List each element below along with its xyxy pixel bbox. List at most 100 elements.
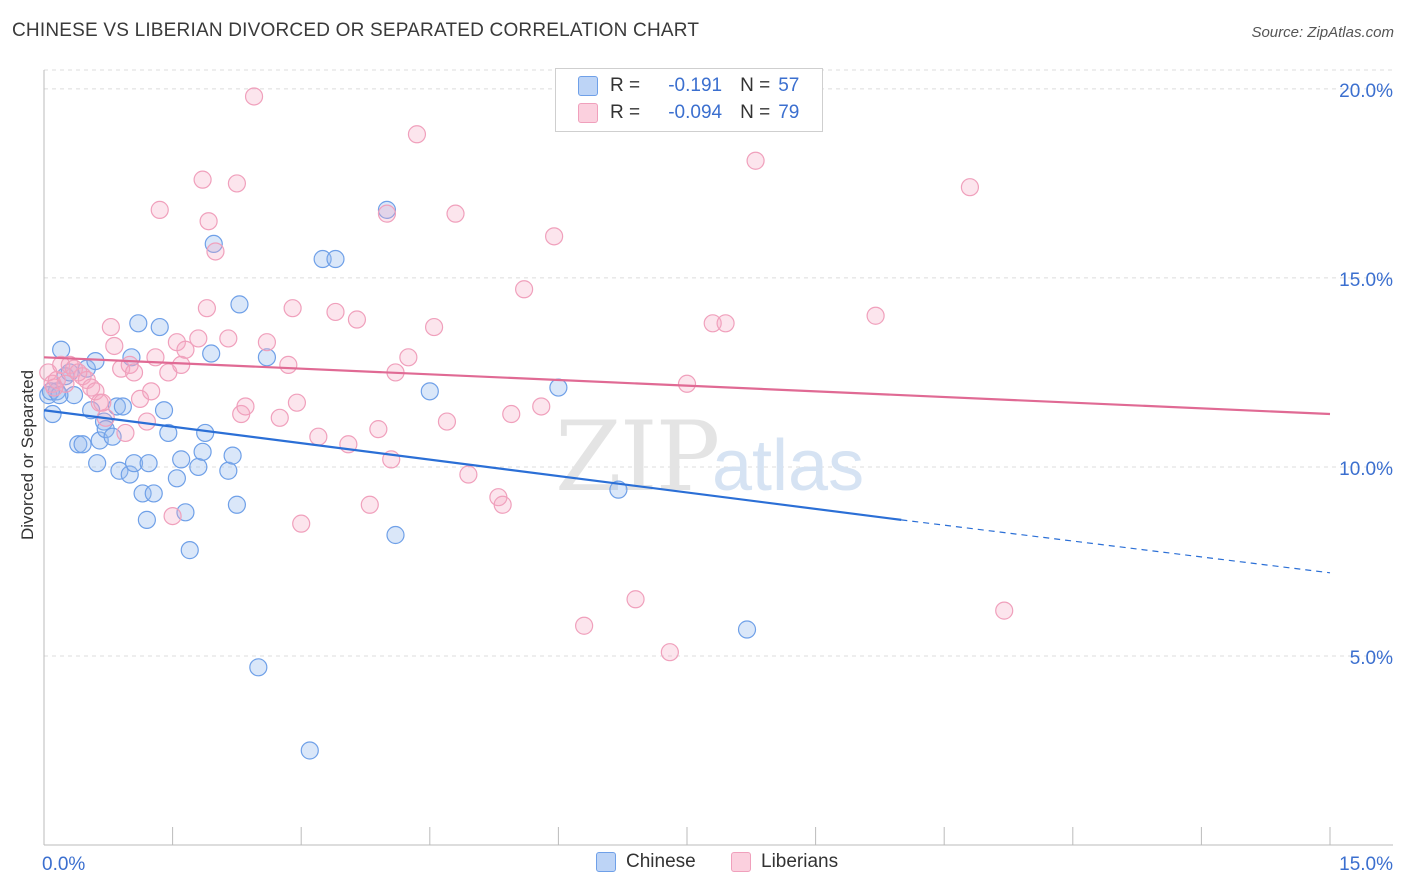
data-point [309, 427, 328, 446]
data-point [189, 457, 208, 477]
data-point [101, 317, 120, 337]
data-point [113, 397, 132, 416]
data-point [737, 620, 757, 639]
legend-label-liberians: Liberians [761, 851, 839, 872]
data-point [230, 295, 249, 314]
data-point [407, 125, 427, 144]
y-tick-label: 10.0% [1339, 459, 1393, 480]
legend-row-liberians: R = -0.094 N = 79 [578, 100, 799, 126]
legend-swatch-chinese [578, 76, 598, 96]
data-point [313, 249, 332, 269]
watermark-atlas: atlas [712, 426, 864, 506]
source-note: Source: ZipAtlas.com [1251, 24, 1394, 41]
data-point [219, 461, 238, 480]
data-point [446, 204, 465, 223]
data-point [172, 450, 191, 469]
data-point [144, 484, 163, 503]
data-point [193, 170, 212, 189]
data-point [960, 178, 980, 197]
legend-r-value: -0.094 [668, 102, 723, 123]
data-point [360, 495, 379, 514]
data-point [459, 465, 478, 484]
trend-lines [43, 356, 1331, 574]
data-point [73, 435, 92, 454]
data-point [609, 480, 628, 499]
legend-r-label: R = [610, 75, 641, 96]
data-point [86, 351, 105, 371]
data-point [88, 454, 107, 473]
data-point [249, 658, 268, 677]
y-tick-label: 5.0% [1350, 648, 1393, 669]
legend-n-value: 57 [778, 75, 800, 96]
data-point [399, 348, 418, 367]
legend-r-label: R = [610, 102, 641, 123]
data-point [223, 446, 242, 465]
data-point [142, 382, 161, 401]
stats-legend: R = -0.191 N = 57 R = -0.094 N = 79 [555, 68, 823, 132]
data-point [532, 397, 551, 416]
data-point [347, 310, 367, 329]
data-point [219, 329, 238, 348]
data-point [549, 378, 568, 397]
data-point [107, 397, 126, 416]
legend-n-label: N = [740, 75, 771, 96]
data-point [369, 420, 388, 439]
watermark-zip: ZIP [555, 401, 718, 513]
data-point [227, 174, 246, 193]
x-tick-label: 15.0% [1339, 854, 1393, 875]
data-point [193, 442, 212, 461]
data-point [167, 469, 186, 488]
series-legend: Chinese Liberians [0, 851, 1406, 877]
trend-line [43, 409, 902, 521]
data-point [292, 514, 311, 533]
axes [43, 70, 1393, 846]
data-point [137, 510, 156, 529]
data-point [377, 204, 397, 223]
data-point [866, 306, 885, 325]
data-point [703, 314, 722, 333]
legend-n-value: 79 [778, 102, 800, 123]
data-point [154, 401, 174, 420]
data-point [199, 212, 218, 231]
data-point [270, 408, 289, 427]
data-point [139, 454, 158, 473]
grid-lines [44, 69, 1393, 657]
data-point [69, 363, 88, 382]
legend-swatch-liberians [578, 103, 598, 123]
data-point [206, 242, 225, 261]
data-point [69, 435, 88, 454]
legend-swatch-liberians [731, 852, 751, 872]
data-point [257, 348, 277, 367]
data-point [129, 314, 148, 333]
data-point [326, 249, 345, 269]
legend-row-chinese: R = -0.191 N = 57 [578, 73, 799, 99]
data-point [437, 412, 457, 431]
legend-n-label: N = [740, 102, 771, 123]
trend-line [43, 356, 1331, 416]
data-point [326, 302, 345, 322]
data-point [86, 382, 105, 401]
data-point [236, 397, 255, 416]
x-tick-label: 0.0% [42, 854, 85, 875]
data-point [257, 333, 277, 352]
data-point [420, 382, 439, 401]
legend-item-liberians: Liberians [731, 851, 838, 873]
data-point [150, 200, 169, 219]
data-point [159, 423, 178, 443]
data-point [189, 329, 208, 348]
data-point [116, 423, 135, 443]
data-point [283, 299, 302, 318]
data-point [204, 234, 223, 254]
data-point [163, 506, 182, 526]
data-point [995, 601, 1014, 620]
chart-title: CHINESE VS LIBERIAN DIVORCED OR SEPARATE… [12, 20, 700, 41]
data-point [386, 525, 405, 545]
data-point [424, 317, 444, 337]
data-point [202, 344, 221, 363]
data-point [172, 355, 191, 374]
data-point [300, 741, 319, 760]
data-point [626, 590, 645, 609]
data-point [227, 495, 246, 514]
data-point [150, 317, 169, 337]
